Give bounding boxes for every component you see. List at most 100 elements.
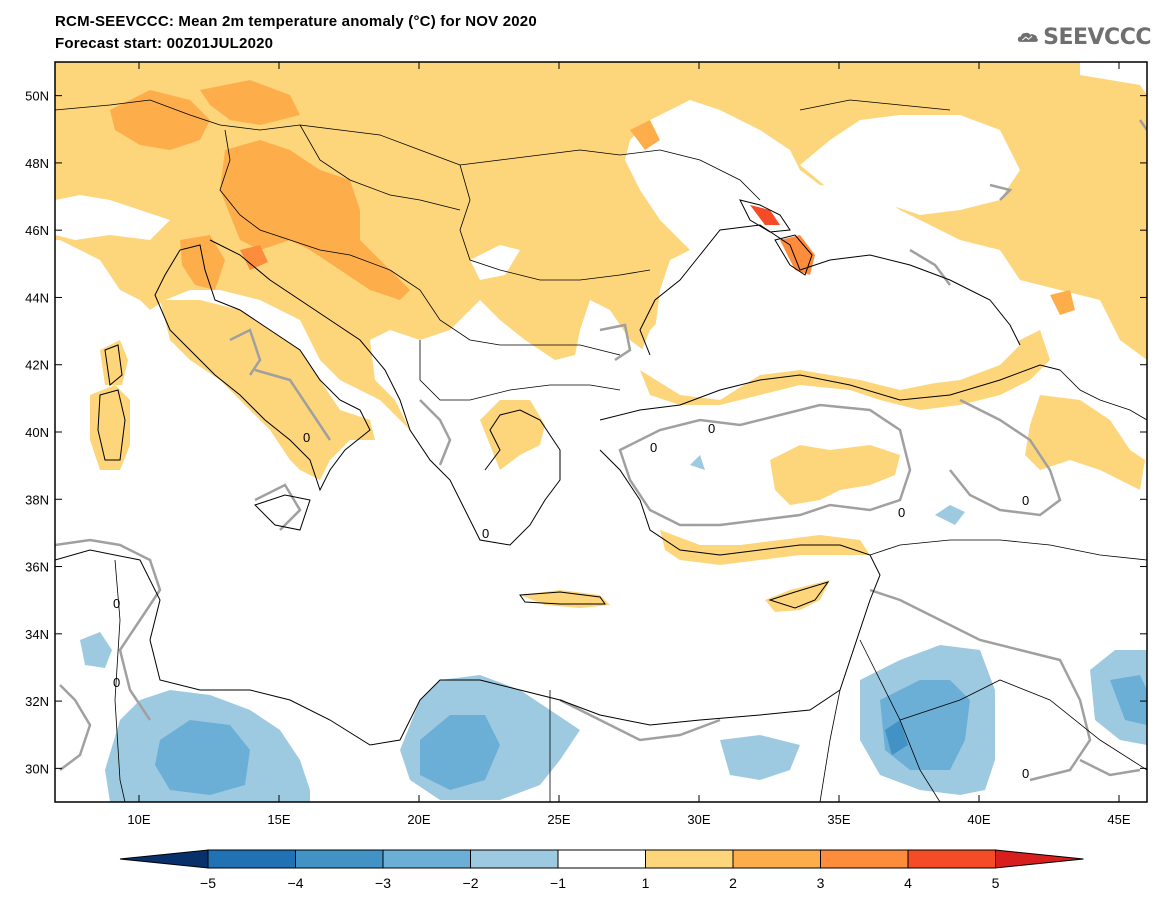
contour-labels: 0 0 0 0 0 0 0 0 0 <box>113 421 1029 781</box>
warm-anomaly-corsica <box>100 340 128 385</box>
lon-label: 15E <box>267 812 290 827</box>
lat-label: 40N <box>25 425 49 440</box>
lat-label: 36N <box>25 560 49 575</box>
contour-label: 0 <box>650 440 657 455</box>
colorbar-tick-label: 3 <box>817 875 825 891</box>
lon-label: 30E <box>687 812 710 827</box>
colorbar-tick-label: −4 <box>288 875 304 891</box>
corsica-coastline <box>104 344 123 386</box>
sardinia-coastline <box>97 389 126 461</box>
warm-anomaly-east <box>1025 395 1145 490</box>
cool-anomaly-egypt-east <box>720 735 800 780</box>
lon-label: 25E <box>547 812 570 827</box>
warmer-anomaly-north-italy <box>180 235 225 290</box>
contour-label: 0 <box>1022 766 1029 781</box>
colorbar-tick-label: −5 <box>200 875 216 891</box>
colorbar-box <box>557 849 646 869</box>
colorbar-tick-label: −2 <box>463 875 479 891</box>
cloud-logo-icon <box>1017 32 1038 42</box>
lon-label: 20E <box>407 812 430 827</box>
contour-label: 0 <box>113 596 120 611</box>
cool-anomaly-libya-core <box>155 720 250 795</box>
crete-coastline <box>519 591 606 605</box>
cyprus-coastline <box>768 581 830 609</box>
lat-label: 50N <box>25 89 49 104</box>
lon-label: 40E <box>967 812 990 827</box>
colorbar-box <box>470 849 559 869</box>
zero-contours <box>55 119 1147 782</box>
hot-anomaly-crimea <box>780 235 815 275</box>
lat-label: 30N <box>25 761 49 776</box>
italy-coastline <box>154 244 371 492</box>
lon-label: 10E <box>127 812 150 827</box>
seevccc-logo: SEEVCCC <box>1017 22 1151 52</box>
warm-anomaly-turkey-central <box>770 445 900 505</box>
cool-anomaly-turkey-spot <box>935 505 965 525</box>
greece-coastline <box>469 409 561 546</box>
warm-anomaly-sardinia <box>90 385 130 470</box>
colorbar: −5 −4 −3 −2 −1 1 2 3 4 5 <box>119 849 1084 891</box>
crimea-coastline <box>774 234 813 276</box>
cool-anomaly-egypt-core <box>420 715 500 790</box>
lat-label: 48N <box>25 156 49 171</box>
cool-anomaly-turkey-west <box>690 455 705 470</box>
logo-text: SEEVCCC <box>1043 24 1151 50</box>
colorbar-tick-label: −3 <box>375 875 391 891</box>
colorbar-tick-label: 1 <box>642 875 650 891</box>
colorbar-tick-label: 2 <box>729 875 737 891</box>
lat-label: 42N <box>25 358 49 373</box>
contour-label: 0 <box>113 675 120 690</box>
colorbar-box <box>645 849 734 869</box>
warmer-anomaly-ukraine <box>630 120 660 150</box>
lat-label: 32N <box>25 694 49 709</box>
lat-label: 44N <box>25 290 49 305</box>
africa-coastline <box>55 549 841 746</box>
country-borders <box>55 99 1147 802</box>
warm-anomaly-s-turkey <box>660 530 870 565</box>
turkey-south-coastline <box>599 449 881 691</box>
warm-anomaly-black-sea-coast <box>640 330 1050 410</box>
warm-anomaly-greece-coast <box>480 400 545 470</box>
map-fields: 0 0 0 0 0 0 0 0 0 <box>55 62 1147 802</box>
cool-anomaly-tunisia <box>80 632 112 668</box>
latitude-axis: 50N 48N 46N 44N 42N 40N 38N 36N 34N 32N 30N <box>25 89 1147 776</box>
colorbar-tick-label: 4 <box>904 875 912 891</box>
neutral-area-west <box>55 195 170 240</box>
neutral-area-ukraine <box>800 115 1020 215</box>
lon-label: 35E <box>827 812 850 827</box>
map-title: RCM-SEEVCCC: Mean 2m temperature anomaly… <box>55 13 537 30</box>
neutral-area-black-sea <box>640 265 1020 390</box>
neutral-area-hungary <box>470 245 520 280</box>
colorbar-min-arrow <box>119 849 209 869</box>
cool-anomaly-iraq-core <box>1110 675 1147 725</box>
colorbar-max-arrow <box>995 849 1084 869</box>
colorbar-box <box>820 849 909 869</box>
lat-label: 38N <box>25 492 49 507</box>
warmer-anomaly-central-europe <box>200 80 300 125</box>
sicily-coastline <box>254 494 311 531</box>
longitude-axis: 10E 15E 20E 25E 30E 35E 40E 45E <box>127 62 1131 827</box>
hot-anomaly-azov <box>750 205 780 225</box>
cold-anomaly-arabia-center <box>885 720 908 755</box>
black-sea-coastline <box>639 224 1021 356</box>
contour-label: 0 <box>898 505 905 520</box>
coastlines <box>55 199 1061 746</box>
contour-label: 0 <box>482 526 489 541</box>
contour-label: 0 <box>303 430 310 445</box>
colorbar-box <box>295 849 384 869</box>
warm-anomaly-italy <box>160 300 375 480</box>
colorbar-tick-label: 5 <box>992 875 1000 891</box>
hot-anomaly-croatia <box>240 245 268 270</box>
lat-label: 46N <box>25 223 49 238</box>
warmer-anomaly-caucasus <box>1050 290 1075 315</box>
lat-label: 34N <box>25 627 49 642</box>
contour-label: 0 <box>1022 493 1029 508</box>
colorbar-box <box>207 849 296 869</box>
lon-label: 45E <box>1107 812 1130 827</box>
contour-label: 0 <box>708 421 715 436</box>
warmer-anomaly-alps <box>110 90 210 150</box>
colorbar-box <box>382 849 471 869</box>
colorbar-tick-label: −1 <box>550 875 566 891</box>
adriatic-coastline <box>209 239 471 521</box>
turkey-coastline <box>599 364 1061 421</box>
